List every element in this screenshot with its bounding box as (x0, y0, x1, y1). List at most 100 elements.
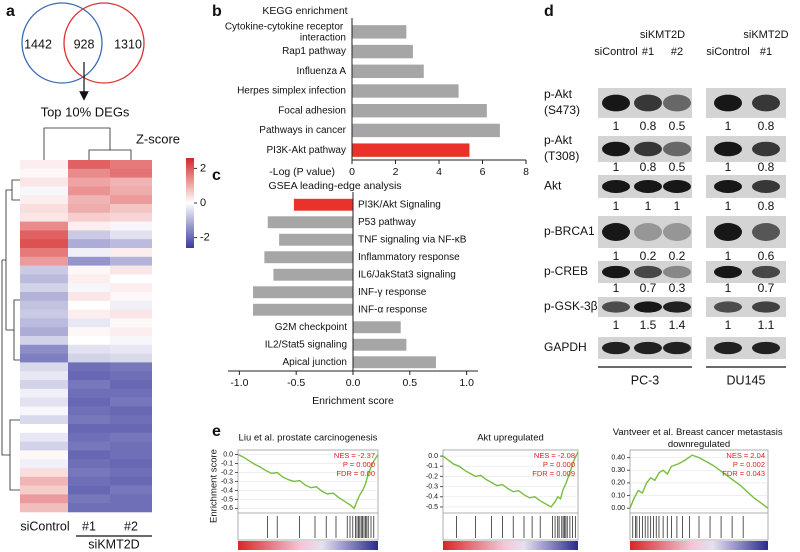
heatmap-cell (68, 494, 110, 504)
panel-label: a (6, 3, 15, 20)
blot-band (714, 180, 742, 193)
rank-gradient (238, 541, 378, 550)
heatmap-cell (110, 300, 152, 310)
heatmap-cell (20, 160, 68, 170)
heatmap-cell (110, 494, 152, 504)
plot-frame (442, 449, 579, 541)
heatmap-cell (68, 441, 110, 451)
heatmap-cell (20, 327, 68, 337)
heatmap-cell (110, 362, 152, 372)
band-quantification: 1 (613, 281, 620, 295)
y-tick-label: 0.0 (428, 453, 438, 460)
category-label: IL6/JakStat3 signaling (358, 269, 456, 280)
x-tick-label: 4 (436, 166, 442, 178)
colorbar-tick-label: -2 (200, 232, 210, 244)
venn-caption: Top 10% DEGs (41, 104, 130, 119)
heatmap-cell (68, 388, 110, 398)
y-tick-label: 0.00 (611, 505, 625, 512)
blot-row-label: p-CREB (544, 264, 588, 278)
stat-annotation: NES = 2.04 (726, 451, 765, 460)
band-quantification: 0.8 (758, 119, 775, 133)
x-tick-label: -0.5 (287, 377, 305, 389)
heatmap-cell (68, 212, 110, 222)
heatmap-dendrogram (1, 127, 132, 491)
chart-title: Liu et al. prostate carcinogenesis (239, 433, 378, 444)
lane-label: #2 (671, 46, 683, 58)
lane-label: siControl (594, 46, 637, 58)
heatmap-cell (68, 265, 110, 275)
chart-title: Akt upregulated (477, 433, 544, 444)
band-quantification: 0.8 (640, 119, 657, 133)
heatmap-cell (68, 476, 110, 486)
bar (352, 143, 470, 157)
band-quantification: 1 (613, 119, 620, 133)
heatmap-cell (20, 476, 68, 486)
y-tick-label: 0.40 (611, 454, 625, 461)
category-label: INF-α response (358, 304, 428, 315)
y-tick-label: 0.20 (611, 480, 625, 487)
rank-gradient (630, 541, 768, 550)
colorbar (186, 158, 194, 248)
heatmap-cell (20, 300, 68, 310)
x-axis-label: -Log (P value) (269, 166, 335, 178)
band-quantification: 0.6 (758, 249, 775, 263)
heatmap-cell (68, 371, 110, 381)
lane-group-label: siKMT2D (640, 29, 685, 41)
heatmap-cell (68, 468, 110, 478)
x-tick-label: 0 (349, 166, 355, 178)
band-quantification: 1 (613, 160, 620, 174)
blot-band (752, 341, 780, 355)
y-tick-label: -0.6 (221, 505, 233, 512)
heatmap-cell (110, 503, 152, 513)
bar (353, 321, 401, 334)
chart-title: Vantveer et al. Breast cancer metastasis… (613, 427, 785, 450)
blot-band (634, 341, 662, 355)
heatmap-cell (110, 318, 152, 328)
heatmap-cell (20, 168, 68, 178)
heatmap-cell (20, 309, 68, 319)
blot-band (634, 265, 662, 279)
rank-gradient (443, 541, 578, 550)
chart-title: KEGG enrichment (262, 5, 347, 17)
heatmap-cell (20, 485, 68, 495)
blot-band (663, 301, 691, 313)
band-quantification: 0.8 (758, 199, 775, 213)
x-axis-label: Enrichment score (312, 395, 394, 407)
heatmap-cell (110, 397, 152, 407)
heatmap-cell (110, 432, 152, 442)
blot-band (602, 265, 630, 279)
stat-annotation: P = 0.002 (733, 460, 765, 469)
cell-line-label: DU145 (727, 373, 766, 387)
heatmap-cell (68, 503, 110, 513)
blot-band (714, 341, 742, 355)
band-quantification: 1 (725, 318, 732, 332)
heatmap-cell (110, 283, 152, 293)
heatmap-cell (68, 177, 110, 187)
heatmap-cell (110, 424, 152, 434)
category-label: Herpes simplex infection (237, 86, 346, 97)
y-tick-label: -0.1 (426, 463, 438, 470)
heatmap-cell (110, 256, 152, 266)
blot-band (602, 141, 630, 157)
blot-band (634, 141, 662, 157)
heatmap-cell (110, 468, 152, 478)
heatmap-cell (110, 327, 152, 337)
x-tick-label: 0.5 (403, 377, 418, 389)
bar (253, 303, 353, 316)
heatmap-cell (110, 160, 152, 170)
heatmap-cell (68, 248, 110, 258)
heatmap-cell (68, 424, 110, 434)
heatmap-title: Z-score (136, 131, 180, 146)
heatmap-cell (68, 397, 110, 407)
band-quantification: 1 (725, 249, 732, 263)
bar (352, 64, 424, 78)
blot-band (663, 141, 691, 157)
category-label: Cytokine-cytokine receptor interaction (225, 21, 346, 43)
venn-right-circle (63, 2, 145, 84)
y-tick-label: 0.30 (611, 467, 625, 474)
band-quantification: 0.8 (640, 160, 657, 174)
heatmap-cell (68, 353, 110, 363)
x-tick-label: 2 (393, 166, 399, 178)
heatmap-cell (110, 204, 152, 214)
